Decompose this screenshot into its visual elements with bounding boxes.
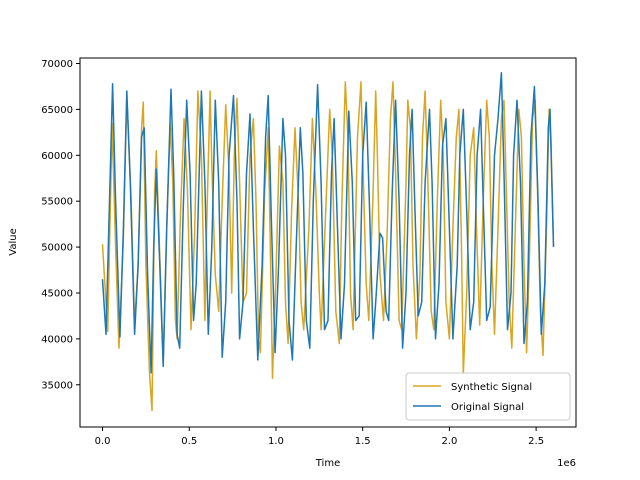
- y-tick-label: 65000: [41, 105, 73, 116]
- x-axis: 0.0 0.5 1.0 1.5 2.0 2.5: [95, 427, 544, 447]
- y-tick-label: 60000: [41, 151, 73, 162]
- x-tick-label: 2.5: [528, 436, 544, 447]
- y-axis: 35000 40000 45000 50000 55000 60000 65000 70000: [41, 59, 80, 391]
- y-tick-label: 35000: [41, 380, 73, 391]
- x-tick-label: 0.5: [181, 436, 197, 447]
- plot-frame: [79, 57, 577, 428]
- y-tick-label: 45000: [41, 288, 73, 299]
- y-axis-label: Value: [8, 228, 19, 255]
- y-tick-label: 70000: [41, 59, 73, 70]
- legend-label-synthetic: Synthetic Signal: [451, 382, 532, 393]
- x-tick-label: 1.5: [355, 436, 371, 447]
- x-tick-label: 0.0: [95, 436, 111, 447]
- y-tick-label: 40000: [41, 334, 73, 345]
- x-axis-label: Time: [315, 458, 340, 469]
- x-tick-label: 2.0: [441, 436, 457, 447]
- legend-label-original: Original Signal: [451, 402, 524, 413]
- y-tick-label: 50000: [41, 243, 73, 254]
- x-axis-offset-label: 1e6: [557, 458, 576, 469]
- x-tick-label: 1.0: [268, 436, 284, 447]
- series-layer: [101, 71, 555, 412]
- series-line-0: [101, 81, 555, 412]
- legend-box: [405, 372, 571, 421]
- series-line-1: [101, 71, 555, 374]
- legend: Synthetic Signal Original Signal: [405, 372, 571, 421]
- y-tick-label: 55000: [41, 197, 73, 208]
